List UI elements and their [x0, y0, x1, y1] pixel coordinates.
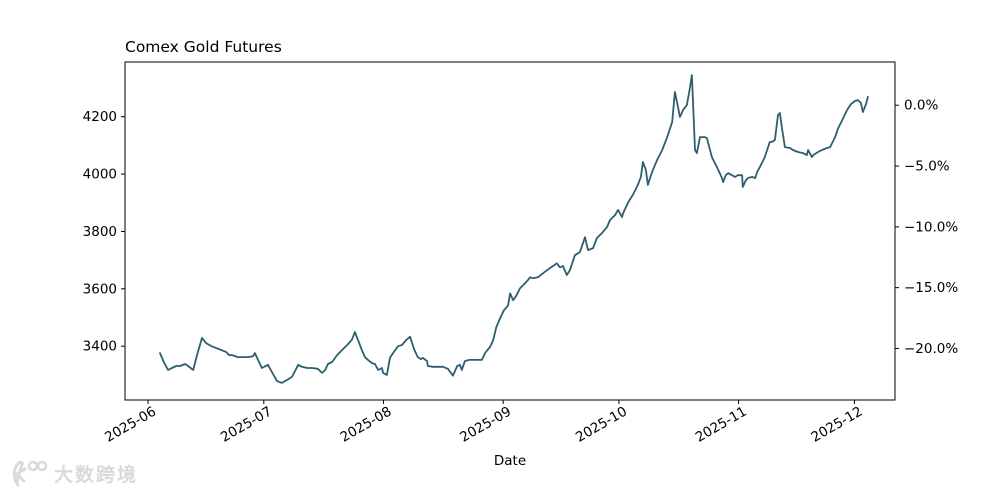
- x-tick-label: 2025-12: [809, 404, 866, 446]
- y-left-tick-label: 4000: [83, 167, 117, 183]
- x-tick-label: 2025-11: [693, 404, 750, 446]
- plot-border: [124, 61, 896, 401]
- y-left-tick-label: 3800: [83, 224, 117, 240]
- y-right-tick-label: −10.0%: [904, 219, 958, 235]
- x-tick-label: 2025-06: [102, 404, 159, 446]
- y-right-tick-label: −20.0%: [904, 341, 958, 357]
- y-right-tick-label: −15.0%: [904, 280, 958, 296]
- y-right-tick-label: −5.0%: [904, 159, 950, 175]
- y-right-tick-label: 0.0%: [904, 98, 938, 114]
- x-tick-label: 2025-10: [573, 404, 630, 446]
- chart-title: Comex Gold Futures: [125, 38, 282, 56]
- x-tick-label: 2025-07: [218, 404, 275, 446]
- y-left-tick-label: 3600: [83, 281, 117, 297]
- price-line: [159, 74, 869, 384]
- x-tick-label: 2025-08: [338, 404, 395, 446]
- y-left-tick-label: 4200: [83, 109, 117, 125]
- y-left-tick-label: 3400: [83, 339, 117, 355]
- x-tick-label: 2025-09: [457, 404, 514, 446]
- x-axis-label: Date: [493, 453, 527, 469]
